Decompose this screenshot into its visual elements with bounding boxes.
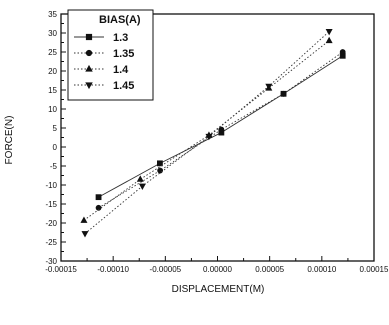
x-tick-label: -0.00015 bbox=[45, 265, 77, 274]
x-tick-label: -0.00005 bbox=[150, 265, 182, 274]
legend-marker bbox=[85, 33, 93, 41]
y-tick-label: -15 bbox=[45, 200, 57, 209]
data-point bbox=[339, 49, 346, 55]
legend-marker bbox=[85, 49, 93, 57]
data-point bbox=[81, 231, 89, 238]
y-tick-label: -20 bbox=[45, 219, 57, 228]
y-tick-label: -25 bbox=[45, 238, 57, 247]
x-tick-label: -0.00010 bbox=[97, 265, 129, 274]
data-point bbox=[205, 133, 213, 141]
x-tick-label: 0.00005 bbox=[255, 265, 284, 274]
series-layer bbox=[80, 28, 346, 238]
x-tick-label: 0.00015 bbox=[360, 265, 389, 274]
legend-label: 1.3 bbox=[113, 32, 128, 44]
y-tick-label: -10 bbox=[45, 181, 57, 190]
y-tick-label: 35 bbox=[48, 10, 57, 19]
data-point bbox=[280, 90, 287, 97]
legend-label: 1.45 bbox=[113, 80, 134, 92]
y-tick-label: -30 bbox=[45, 257, 57, 266]
data-point bbox=[157, 167, 164, 174]
y-tick-label: 0 bbox=[53, 143, 58, 152]
legend-entry: 1.35 bbox=[74, 48, 134, 60]
data-point bbox=[325, 28, 333, 36]
legend-marker bbox=[85, 64, 93, 72]
legend-title: BIAS(A) bbox=[99, 14, 141, 26]
legend-entry: 1.3 bbox=[74, 32, 128, 44]
y-tick-label: 15 bbox=[48, 86, 57, 95]
y-tick-label: 25 bbox=[48, 48, 57, 57]
x-axis-title: DISPLACEMENT(M) bbox=[172, 284, 265, 295]
y-axis-title: FORCE(N) bbox=[4, 116, 15, 165]
series-1.45 bbox=[81, 28, 333, 238]
data-point bbox=[325, 36, 333, 44]
x-tick-label: 0.00010 bbox=[307, 265, 336, 274]
y-tick-label: -5 bbox=[50, 162, 58, 171]
data-point bbox=[265, 83, 273, 91]
legend-entry: 1.4 bbox=[74, 64, 129, 76]
legend-label: 1.4 bbox=[113, 64, 129, 76]
series-line bbox=[98, 51, 343, 209]
legend: BIAS(A) 1.3 1.35 1.4 1.45 bbox=[67, 9, 154, 101]
y-tick-label: 5 bbox=[53, 124, 58, 133]
data-point bbox=[80, 216, 88, 223]
data-point bbox=[218, 126, 225, 133]
x-axis-ticks: -0.00015 -0.00010 -0.00005 0.00000 0.00005 0.… bbox=[45, 256, 389, 274]
y-axis-ticks: -30 -25 -20 -15 -10 -5 0 5 10 15 20 25 30 35 bbox=[45, 10, 66, 266]
data-point bbox=[157, 160, 163, 167]
data-point bbox=[136, 175, 144, 182]
data-point bbox=[95, 194, 102, 201]
y-tick-label: 20 bbox=[48, 67, 57, 76]
y-tick-label: 30 bbox=[48, 29, 57, 38]
data-point bbox=[138, 183, 146, 191]
x-tick-label: 0.00000 bbox=[203, 265, 232, 274]
legend-marker bbox=[85, 82, 93, 90]
legend-label: 1.35 bbox=[113, 48, 134, 60]
legend-entry: 1.45 bbox=[74, 80, 134, 92]
y-tick-label: 10 bbox=[48, 105, 57, 114]
